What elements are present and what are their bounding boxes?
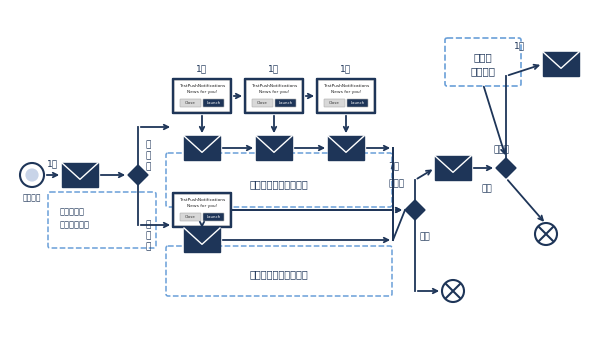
FancyBboxPatch shape (173, 79, 232, 113)
Text: 経
験
者: 経 験 者 (145, 220, 151, 251)
Text: TestPushNotifications: TestPushNotifications (179, 198, 225, 202)
FancyBboxPatch shape (203, 99, 224, 107)
FancyBboxPatch shape (324, 99, 345, 107)
FancyBboxPatch shape (252, 99, 273, 107)
Circle shape (20, 163, 44, 187)
FancyBboxPatch shape (173, 193, 232, 228)
Bar (328, 136, 364, 160)
FancyBboxPatch shape (319, 81, 373, 111)
Text: 1日: 1日 (340, 64, 352, 73)
Text: Close: Close (329, 101, 340, 105)
FancyBboxPatch shape (203, 213, 224, 221)
Text: News for you!: News for you! (187, 204, 217, 208)
Circle shape (25, 169, 38, 181)
Bar (435, 156, 471, 180)
FancyBboxPatch shape (180, 99, 201, 107)
Text: Close: Close (185, 215, 196, 219)
FancyBboxPatch shape (245, 79, 304, 113)
Bar (184, 136, 220, 160)
Text: News for you!: News for you! (187, 90, 217, 94)
FancyBboxPatch shape (175, 194, 229, 225)
Text: Launch: Launch (206, 101, 221, 105)
Bar (62, 163, 98, 187)
Text: 開封: 開封 (481, 184, 492, 193)
Text: News for you!: News for you! (259, 90, 289, 94)
Text: ・プラン確認: ・プラン確認 (60, 220, 90, 229)
Circle shape (535, 223, 557, 245)
FancyBboxPatch shape (175, 81, 229, 111)
Text: Close: Close (257, 101, 268, 105)
Polygon shape (405, 200, 425, 220)
FancyBboxPatch shape (247, 81, 302, 111)
Text: 未開封: 未開封 (494, 145, 510, 154)
Text: 初期設定方法のご案内: 初期設定方法のご案内 (250, 269, 308, 279)
Text: 1日: 1日 (196, 64, 208, 73)
Text: 初
心
者: 初 心 者 (145, 140, 151, 171)
Text: 初期設定方法のご案内: 初期設定方法のご案内 (250, 179, 308, 189)
Text: Launch: Launch (350, 101, 365, 105)
Text: アプリ: アプリ (473, 52, 493, 62)
Text: 未登録: 未登録 (389, 179, 405, 188)
Text: 登録: 登録 (420, 232, 431, 241)
Text: 1日: 1日 (514, 41, 525, 50)
Bar (184, 228, 220, 252)
Text: ・契約お礼: ・契約お礼 (60, 207, 85, 216)
Text: 1日: 1日 (268, 64, 280, 73)
Text: 7日: 7日 (388, 162, 399, 171)
Text: Close: Close (185, 101, 196, 105)
FancyBboxPatch shape (180, 213, 201, 221)
Polygon shape (496, 158, 516, 178)
Bar (543, 52, 579, 76)
Text: TestPushNotifications: TestPushNotifications (251, 84, 297, 88)
Circle shape (442, 280, 464, 302)
Text: Launch: Launch (278, 101, 293, 105)
FancyBboxPatch shape (275, 99, 296, 107)
FancyBboxPatch shape (317, 79, 376, 113)
Text: Launch: Launch (206, 215, 221, 219)
FancyBboxPatch shape (347, 99, 368, 107)
Text: 1日: 1日 (47, 159, 59, 168)
Bar (256, 136, 292, 160)
Polygon shape (128, 165, 148, 185)
Text: News for you!: News for you! (331, 90, 361, 94)
Text: 契約登録: 契約登録 (23, 193, 41, 202)
Text: 登録案内: 登録案内 (470, 66, 496, 76)
Text: TestPushNotifications: TestPushNotifications (323, 84, 369, 88)
Text: TestPushNotifications: TestPushNotifications (179, 84, 225, 88)
